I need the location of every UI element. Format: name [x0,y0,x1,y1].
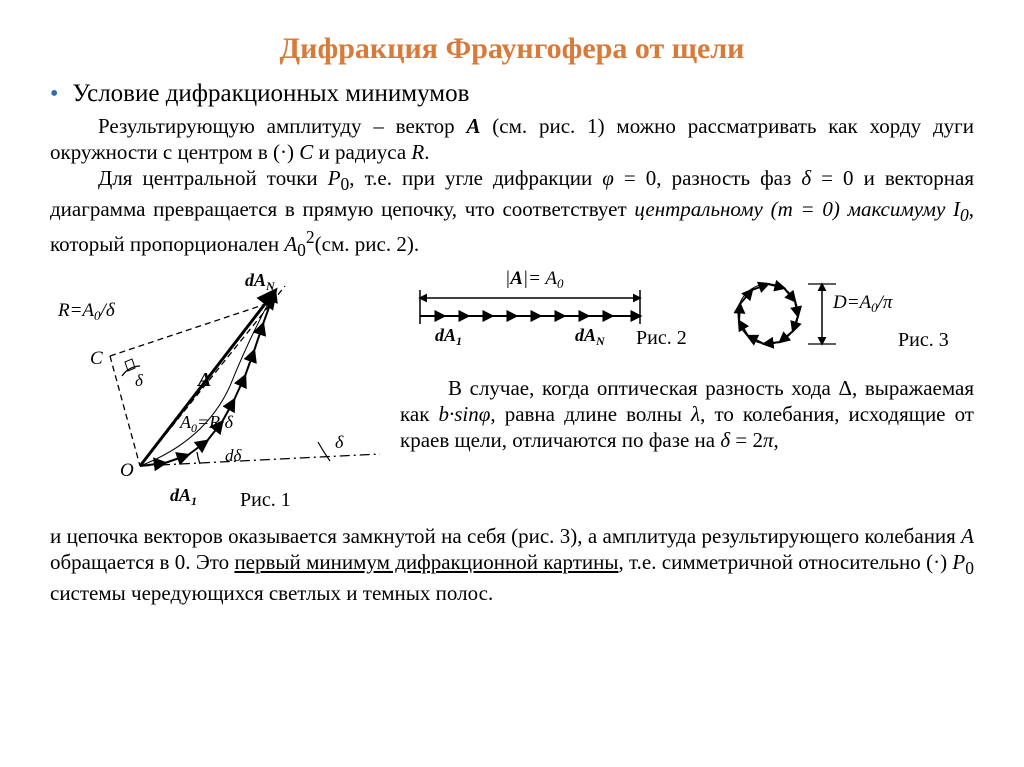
fig-2-3-row: |A|= A0 [400,266,974,372]
paragraph-2: Для центральной точки P0, т.е. при угле … [50,165,974,262]
svg-text:dAN: dAN [245,270,276,293]
svg-text:D=A0/π: D=A0/π [832,292,893,315]
svg-text:Рис. 1: Рис. 1 [240,489,291,511]
p3-eq: = 2 [730,428,763,452]
svg-text:dA1: dA1 [435,325,462,348]
svg-text:dδ: dδ [225,446,243,465]
p4-t3: , т.е. симметричной относительно (·) [618,550,952,574]
lambda: λ [691,402,700,426]
p4-t1: и цепочка векторов оказывается замкнутой… [50,524,961,548]
P0: P [328,166,341,190]
bsin: b·sin [438,402,478,426]
bullet-heading-row: • Условие дифракционных минимумов [50,78,974,109]
meq0: (m = 0) максимуму I [763,197,960,221]
p4-t4: системы чередующихся светлых и темных по… [50,581,493,605]
phi2: φ [479,402,491,426]
A0: A [284,232,297,256]
center-C: C [299,140,313,164]
svg-text:A0=R·δ: A0=R·δ [179,412,234,435]
svg-text:dA1: dA1 [170,485,197,508]
content-block: Результирующую амплитуду – вектор A (см.… [50,113,974,607]
svg-text:R=A0/δ: R=A0/δ [57,300,116,323]
p2-t1: Для центральной точки [98,166,328,190]
figure-1: R=A0/δ C δ A A0=R·δ dAN dA1 dδ δ O Рис. … [50,266,390,522]
bullet-heading: Условие дифракционных минимумов [72,78,469,109]
p3-t2: , равна длине волны [490,402,691,426]
svg-text:Рис. 2: Рис. 2 [636,327,687,349]
bullet-dot: • [50,82,58,106]
phi: φ [602,166,614,190]
pi: π [763,428,774,452]
fig2-svg: |A|= A0 [400,266,700,361]
fig23-and-text: |A|= A0 [400,266,974,453]
svg-text:|A|= A0: |A|= A0 [505,268,564,291]
svg-text:Рис. 3: Рис. 3 [898,329,949,351]
paragraph-1: Результирующую амплитуду – вектор A (см.… [50,113,974,166]
fig1-svg: R=A0/δ C δ A A0=R·δ dAN dA1 dδ δ O Рис. … [50,266,390,516]
P0b: P [952,550,965,574]
delta2: δ [720,428,730,452]
vec-A: A [466,114,480,138]
svg-text:dAN: dAN [575,325,606,348]
p3-comma: , [774,428,779,452]
paragraph-3: В случае, когда оптическая разность хода… [400,375,974,454]
delta: δ [801,166,811,190]
paragraph-4: и цепочка векторов оказывается замкнутой… [50,523,974,607]
p2-t2: , т.е. при угле дифракции [349,166,602,190]
A-final: A [961,524,974,548]
radius-R: R [411,140,424,164]
p4-t2: обращается в 0. Это [50,550,234,574]
page-title: Дифракция Фраунгофера от щели [50,30,974,68]
i0sub: 0 [960,206,969,226]
P0b-sub: 0 [965,558,974,578]
p1-t4: . [424,140,429,164]
p1-t1: Результирующую амплитуду – вектор [98,114,466,138]
a0sub: 0 [297,241,306,261]
sq: 2 [306,227,315,247]
p1-t3: и радиуса [313,140,411,164]
fig3-svg: D=A0/π Рис. 3 [718,266,968,366]
svg-text:A: A [196,369,211,391]
figure-2: |A|= A0 [400,266,700,367]
svg-text:O: O [120,460,134,481]
p2-t4: (см. рис. 2). [315,232,419,256]
figure-3: D=A0/π Рис. 3 [718,266,968,372]
P0-sub: 0 [341,174,350,194]
svg-text:δ: δ [135,371,144,390]
underlined-min: первый минимум дифракционной картины [234,550,618,574]
svg-text:C: C [90,348,103,369]
central: центральному [634,197,762,221]
svg-text:δ: δ [335,432,344,452]
p2-eq0a: = 0, разность фаз [614,166,801,190]
figure-row: R=A0/δ C δ A A0=R·δ dAN dA1 dδ δ O Рис. … [50,266,974,522]
